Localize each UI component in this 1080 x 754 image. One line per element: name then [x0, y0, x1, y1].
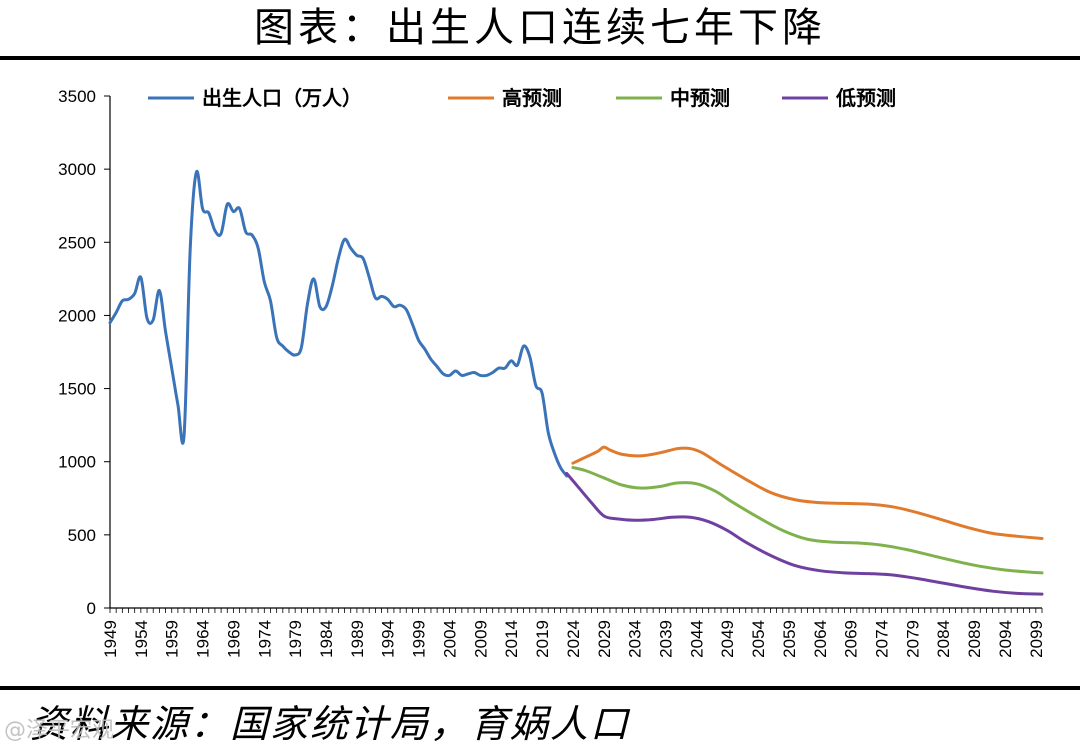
bottom-rule: [0, 686, 1080, 690]
x-tick-label: 2044: [687, 620, 706, 658]
x-tick-label: 2059: [780, 620, 799, 658]
low-forecast-line: [565, 471, 1044, 596]
x-tick-label: 2094: [996, 620, 1015, 658]
x-tick-label: 2009: [471, 620, 490, 658]
x-tick-label: 1964: [194, 620, 213, 658]
legend: 出生人口（万人） 高预测 中预测 低预测: [148, 86, 896, 110]
x-tick-label: 1949: [101, 620, 120, 658]
y-tick-label: 3500: [58, 87, 96, 106]
y-tick-label: 500: [68, 526, 96, 545]
x-tick-label: 2004: [440, 620, 459, 658]
x-tick-label: 1969: [224, 620, 243, 658]
legend-label: 低预测: [835, 86, 896, 110]
y-axis: 0 500 1000 1500 2000 2500 3000 3500: [58, 87, 111, 618]
x-tick-label: 2079: [903, 620, 922, 658]
x-tick-label: 1989: [348, 620, 367, 658]
x-tick-label: 2014: [502, 620, 521, 658]
x-tick-label: 1954: [132, 620, 151, 658]
legend-label: 高预测: [502, 86, 562, 110]
y-tick-label: 3000: [58, 160, 96, 179]
x-tick-label: 2024: [564, 620, 583, 658]
births-series-line: [108, 169, 569, 478]
source-note: 资料来源：国家统计局，育娲人口: [30, 702, 631, 746]
x-tick-label: 1959: [163, 620, 182, 658]
high-forecast-line: [571, 445, 1044, 541]
x-tick-label: 2019: [533, 620, 552, 658]
series-layer: [108, 169, 1044, 596]
x-tick-label: 1979: [286, 620, 305, 658]
x-tick-label: 1984: [317, 620, 336, 658]
x-tick-label: 2029: [595, 620, 614, 658]
x-tick-label: 1999: [410, 620, 429, 658]
legend-label: 出生人口（万人）: [202, 86, 362, 110]
line-chart: 0 500 1000 1500 2000 2500 3000 3500 1949 1954 195…: [58, 86, 1046, 658]
x-tick-label: 2069: [842, 620, 861, 658]
x-tick-label: 2089: [965, 620, 984, 658]
y-tick-label: 2000: [58, 306, 96, 325]
x-tick-label: 2064: [811, 620, 830, 658]
x-tick-label: 2099: [1027, 620, 1046, 658]
y-tick-label: 0: [87, 599, 96, 618]
x-tick-label: 2034: [626, 620, 645, 658]
mid-forecast-line: [571, 466, 1044, 575]
x-tick-label: 1974: [255, 620, 274, 658]
y-tick-label: 2500: [58, 233, 96, 252]
x-tick-label: 1994: [379, 620, 398, 658]
y-tick-label: 1500: [58, 380, 96, 399]
watermark: @泽平宏观: [4, 718, 115, 743]
x-tick-label: 2074: [873, 620, 892, 658]
x-tick-label: 2084: [934, 620, 953, 658]
x-tick-label: 2039: [656, 620, 675, 658]
x-axis: 1949 1954 1959 1964 1969 1974 1979 1984 1989 1994…: [101, 607, 1046, 658]
x-tick-label: 2054: [749, 620, 768, 658]
legend-label: 中预测: [670, 86, 730, 110]
x-tick-label: 2049: [718, 620, 737, 658]
chart-title: 图表：出生人口连续七年下降: [254, 5, 826, 51]
top-rule: [0, 56, 1080, 60]
y-tick-label: 1000: [58, 453, 96, 472]
